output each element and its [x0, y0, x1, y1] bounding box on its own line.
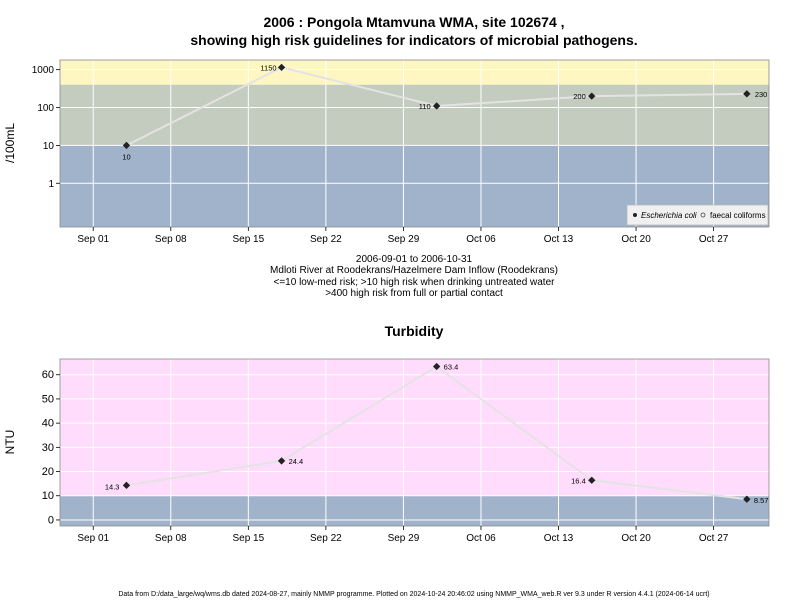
ecoli-points: 10 1150 110 200 230 — [122, 63, 767, 161]
turbidity-upper-band — [60, 359, 769, 496]
data-point-marker — [122, 141, 131, 150]
high-risk-band — [60, 60, 769, 85]
data-point-label: 14.3 — [105, 482, 120, 491]
x-tick-label: Oct 06 — [466, 234, 496, 245]
y-tick-label: 50 — [42, 393, 54, 405]
x-tick-label: Oct 27 — [699, 533, 729, 544]
data-point-label: 24.4 — [289, 457, 304, 466]
caption-risk-note-2: >400 high risk from full or partial cont… — [325, 288, 503, 299]
data-point-label: 110 — [419, 102, 431, 111]
turbidity-lower-band — [60, 495, 769, 526]
data-point-label: 200 — [573, 92, 586, 101]
legend: Escherichia coli faecal coliforms — [626, 204, 769, 226]
x-tick-label: Sep 08 — [155, 533, 187, 544]
ecoli-chart: Sep 01 Sep 08 Sep 15 Sep 22 Sep 29 Oct 06 Oct … — [3, 59, 770, 245]
caption-date-range: 2006-09-01 to 2006-10-31 — [356, 254, 473, 265]
x-tick-label: Oct 27 — [699, 234, 729, 245]
y-tick-label: 60 — [42, 369, 54, 381]
turbidity-chart: Sep 01 Sep 08 Sep 15 Sep 22 Sep 29 Oct 06 Oct … — [3, 358, 770, 544]
legend-box — [626, 204, 769, 226]
data-point-marker — [122, 481, 131, 490]
y-tick-label: 1 — [48, 179, 54, 190]
x-tick-label: Oct 20 — [621, 533, 651, 544]
y-tick-label: 30 — [42, 442, 54, 454]
bottom-title: Turbidity — [385, 323, 444, 339]
data-point-marker — [277, 457, 286, 465]
top-plot-frame — [59, 59, 770, 228]
top-y-axis-label: /100mL — [3, 123, 17, 163]
caption-site-name: Mdloti River at Roodekrans/Hazelmere Dam… — [270, 265, 558, 276]
x-tick-label: Oct 20 — [621, 234, 651, 245]
x-tick-label: Sep 15 — [232, 234, 264, 245]
bottom-x-axis: Sep 01 Sep 08 Sep 15 Sep 22 Sep 29 Oct 06 Oct … — [77, 526, 729, 544]
data-point-marker — [743, 495, 751, 503]
y-tick-label: 10 — [42, 490, 54, 502]
x-tick-label: Oct 13 — [544, 234, 574, 245]
medium-risk-band — [60, 84, 769, 146]
data-point-label: 1150 — [260, 63, 276, 72]
top-title-line1: 2006 : Pongola Mtamvuna WMA, site 102674… — [263, 14, 564, 30]
data-point-label: 230 — [755, 90, 768, 99]
data-point-label: 16.4 — [571, 476, 586, 485]
x-tick-label: Sep 01 — [77, 234, 109, 245]
x-tick-label: Sep 01 — [77, 533, 109, 544]
bottom-grid — [60, 359, 769, 526]
y-tick-label: 0 — [48, 514, 54, 526]
x-tick-label: Sep 29 — [388, 234, 420, 245]
x-tick-label: Oct 13 — [544, 533, 574, 544]
data-point-label: 10 — [122, 152, 130, 161]
bottom-y-axis-label: NTU — [3, 430, 17, 455]
ecoli-legend-marker — [633, 213, 637, 217]
turbidity-points: 14.3 24.4 63.4 16.4 8.57 — [105, 363, 769, 506]
y-tick-label: 1000 — [32, 65, 55, 76]
top-grid — [60, 60, 769, 227]
data-point-label: 63.4 — [444, 363, 459, 372]
footer-note: Data from D:/data_large/wq/wms.db dated … — [118, 591, 709, 598]
y-tick-label: 10 — [43, 141, 55, 152]
top-y-axis: 1 10 100 1000 — [32, 65, 60, 190]
x-tick-label: Sep 22 — [310, 533, 342, 544]
x-tick-label: Sep 22 — [310, 234, 342, 245]
x-tick-label: Oct 06 — [466, 533, 496, 544]
coliform-legend-marker — [700, 212, 706, 218]
y-tick-label: 20 — [42, 466, 54, 478]
top-title-line2: showing high risk guidelines for indicat… — [190, 32, 637, 48]
top-x-axis: Sep 01 Sep 08 Sep 15 Sep 22 Sep 29 Oct 06 Oct … — [77, 227, 729, 245]
data-point-marker — [277, 63, 286, 72]
data-point-label: 8.57 — [754, 496, 769, 505]
data-point-marker — [432, 362, 441, 371]
ecoli-legend-label: Escherichia coli — [641, 211, 697, 220]
bottom-y-axis: 0 10 20 30 40 50 60 — [42, 369, 60, 526]
y-tick-label: 40 — [42, 418, 54, 430]
data-point-marker — [588, 476, 596, 484]
x-tick-label: Sep 15 — [232, 533, 264, 544]
x-tick-label: Sep 08 — [155, 234, 187, 245]
caption-risk-note-1: <=10 low-med risk; >10 high risk when dr… — [274, 277, 556, 288]
coliform-legend-label: faecal coliforms — [710, 211, 766, 220]
bottom-plot-frame — [59, 358, 770, 527]
y-tick-label: 100 — [37, 103, 54, 114]
data-point-marker — [432, 102, 441, 110]
x-tick-label: Sep 29 — [388, 533, 420, 544]
